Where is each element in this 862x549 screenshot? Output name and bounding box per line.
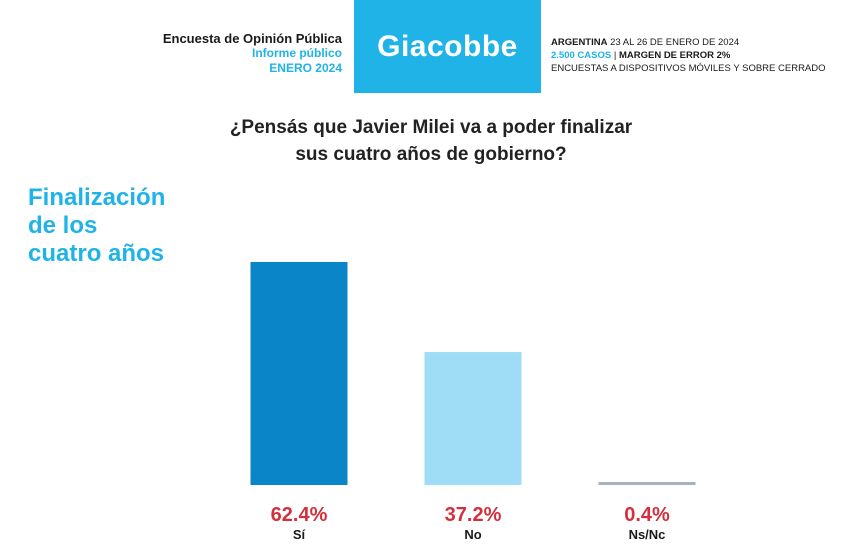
report-month: ENERO 2024 xyxy=(269,61,342,75)
country-label: ARGENTINA xyxy=(551,37,608,48)
value-label: 37.2% xyxy=(445,504,502,526)
survey-method: ENCUESTAS A DISPOSITIVOS MÓVILES Y SOBRE… xyxy=(551,63,826,74)
value-label: 62.4% xyxy=(271,504,328,526)
brand-name: Giacobbe xyxy=(377,29,518,63)
category-label: Ns/Nc xyxy=(629,527,666,542)
bar-2 xyxy=(424,352,522,485)
question-line-1: ¿Pensás que Javier Milei va a poder fina… xyxy=(229,117,633,138)
survey-sample: 2.500 CASOS | MARGEN DE ERROR 2% xyxy=(551,49,826,62)
category-label: No xyxy=(464,527,481,542)
survey-details: ARGENTINA 23 AL 26 DE ENERO DE 2024 2.50… xyxy=(551,36,826,75)
bar-3 xyxy=(598,482,696,485)
section-title-line-1: Finalización xyxy=(28,184,166,211)
survey-header: Encuesta de Opinión Pública Informe públ… xyxy=(163,31,342,76)
question-title: ¿Pensás que Javier Milei va a poder fina… xyxy=(0,114,862,168)
survey-title: Encuesta de Opinión Pública xyxy=(162,31,342,46)
section-title-line-3: cuatro años xyxy=(28,240,165,267)
brand-logo: Giacobbe xyxy=(354,0,541,93)
margin-of-error: MARGEN DE ERROR 2% xyxy=(618,50,731,61)
category-label: Sí xyxy=(293,527,306,542)
question-line-2: sus cuatro años de gobierno? xyxy=(295,144,567,165)
separator: | xyxy=(611,50,619,61)
survey-location-dates: ARGENTINA 23 AL 26 DE ENERO DE 2024 xyxy=(551,36,826,49)
sample-size: 2.500 CASOS xyxy=(551,50,612,61)
section-title-line-2: de los xyxy=(28,212,98,239)
report-type: Informe público xyxy=(252,46,342,60)
section-title: Finalización de los cuatro años xyxy=(28,184,165,268)
value-label: 0.4% xyxy=(624,504,670,526)
bar-1 xyxy=(250,262,348,485)
survey-dates: 23 AL 26 DE ENERO DE 2024 xyxy=(607,37,740,48)
